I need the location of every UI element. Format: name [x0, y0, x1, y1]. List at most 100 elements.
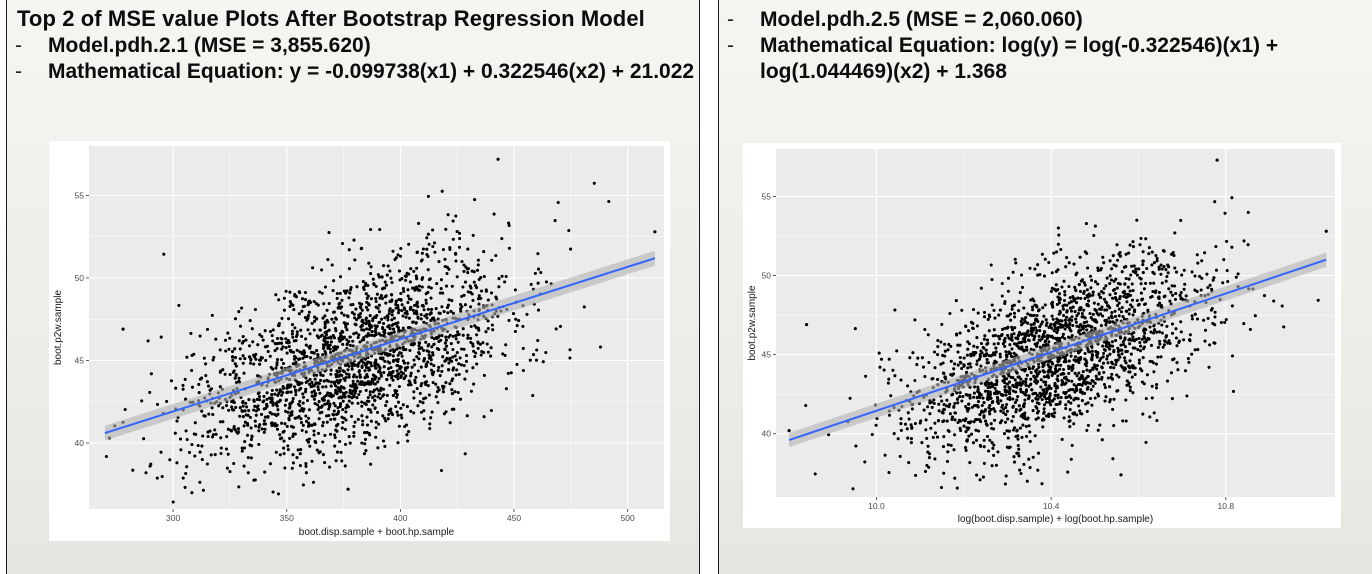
data-point [304, 414, 308, 418]
data-point [962, 356, 966, 360]
data-point [992, 383, 996, 387]
data-point [201, 488, 205, 492]
data-point [929, 426, 933, 430]
data-point [345, 343, 349, 347]
data-point [424, 301, 428, 305]
data-point [475, 268, 480, 272]
data-point [317, 400, 321, 404]
data-point [1055, 250, 1059, 254]
data-point [544, 350, 548, 355]
data-point [476, 263, 480, 267]
data-point [209, 453, 213, 457]
data-point [896, 437, 900, 441]
data-point [1144, 396, 1148, 401]
data-point [1057, 356, 1061, 360]
data-point [1048, 392, 1052, 396]
left-slide-panel: Top 2 of MSE value Plots After Bootstrap… [6, 0, 700, 574]
data-point [1230, 196, 1234, 200]
data-point [219, 451, 223, 456]
data-point [306, 328, 310, 332]
data-point [482, 250, 486, 254]
left-equation-line: Mathematical Equation: y = -0.099738(x1)… [48, 60, 695, 83]
data-point [313, 319, 317, 323]
data-point [357, 392, 361, 397]
data-point [947, 429, 951, 433]
data-point [982, 438, 986, 442]
bullet-marker: - [15, 60, 22, 83]
data-point [999, 409, 1003, 413]
data-point [447, 361, 451, 365]
data-point [399, 246, 403, 251]
data-point [1121, 419, 1125, 423]
data-point [1006, 333, 1010, 337]
data-point [142, 437, 146, 441]
data-point [1190, 270, 1194, 274]
data-point [1037, 334, 1041, 338]
data-point [477, 277, 481, 281]
data-point [388, 353, 392, 357]
data-point [984, 348, 988, 352]
data-point [389, 407, 393, 411]
data-point [1058, 336, 1062, 341]
data-point [1116, 388, 1120, 393]
data-point [1133, 346, 1137, 350]
data-point [446, 303, 450, 307]
data-point [1139, 236, 1143, 240]
data-point [528, 358, 532, 362]
data-point [238, 324, 243, 328]
data-point [322, 379, 326, 383]
data-point [959, 428, 963, 433]
data-point [248, 319, 252, 323]
data-point [1082, 378, 1086, 382]
data-point [1248, 327, 1252, 331]
data-point [953, 476, 957, 480]
data-point [369, 265, 373, 269]
data-point [238, 357, 242, 361]
data-point [1034, 396, 1038, 400]
data-point [1118, 294, 1122, 299]
data-point [249, 456, 253, 460]
data-point [978, 396, 982, 400]
data-point [1234, 275, 1238, 279]
data-point [183, 377, 187, 381]
data-point [254, 409, 258, 413]
data-point [347, 373, 351, 377]
data-point [1082, 291, 1086, 295]
data-point [1024, 377, 1028, 381]
data-point [936, 377, 940, 381]
data-point [905, 427, 909, 431]
data-point [1035, 305, 1039, 309]
data-point [328, 465, 332, 469]
data-point [1133, 372, 1137, 377]
data-point [1130, 305, 1134, 309]
data-point [355, 285, 359, 289]
data-point [1067, 415, 1071, 419]
data-point [1211, 278, 1215, 282]
data-point [1042, 363, 1046, 367]
data-point [275, 346, 279, 351]
data-point [942, 471, 946, 475]
data-point [1021, 412, 1025, 417]
data-point [1141, 347, 1146, 351]
data-point [437, 388, 441, 392]
data-point [991, 334, 995, 338]
data-point [1042, 395, 1047, 399]
data-point [242, 424, 246, 428]
data-point [177, 303, 181, 307]
data-point [456, 340, 460, 344]
data-point [1111, 344, 1115, 348]
data-point [286, 448, 290, 452]
data-point [429, 355, 433, 359]
data-point [1036, 468, 1040, 472]
data-point [1047, 400, 1051, 404]
data-point [500, 237, 504, 241]
data-point [300, 309, 304, 313]
data-point [340, 459, 344, 463]
data-point [953, 418, 957, 422]
x-tick-label: 350 [280, 513, 294, 523]
data-point [331, 333, 335, 338]
data-point [1152, 328, 1157, 332]
data-point [254, 413, 258, 417]
data-point [307, 437, 311, 441]
data-point [919, 419, 923, 423]
